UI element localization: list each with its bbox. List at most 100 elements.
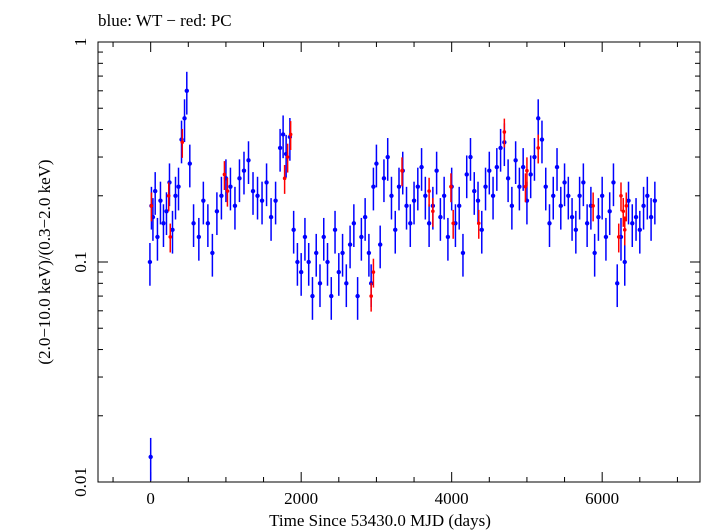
data-point xyxy=(434,168,439,173)
data-point xyxy=(155,234,160,240)
data-point xyxy=(645,193,650,198)
data-point xyxy=(611,180,616,185)
data-point xyxy=(214,209,220,214)
data-point xyxy=(340,250,345,256)
data-point xyxy=(449,184,453,189)
x-axis-label: Time Since 53430.0 MJD (days) xyxy=(269,511,491,530)
data-point xyxy=(596,214,601,220)
data-point xyxy=(566,193,571,198)
data-point xyxy=(445,234,451,240)
data-point xyxy=(505,176,511,181)
y-tick-label: 0.01 xyxy=(71,467,90,497)
data-point xyxy=(626,198,631,203)
data-point xyxy=(513,158,518,163)
data-point xyxy=(427,189,431,193)
data-point xyxy=(630,221,635,226)
data-point xyxy=(148,454,153,460)
data-point xyxy=(543,184,548,189)
y-tick-label: 1 xyxy=(71,38,90,47)
data-point xyxy=(562,180,567,185)
data-point xyxy=(237,176,242,181)
data-point xyxy=(451,221,455,226)
data-point xyxy=(532,154,537,160)
data-point xyxy=(641,203,646,209)
data-point xyxy=(351,221,357,226)
data-point xyxy=(362,214,368,220)
data-point xyxy=(184,88,189,94)
data-point xyxy=(476,221,481,226)
data-point xyxy=(158,198,163,203)
data-point xyxy=(431,209,435,214)
data-point xyxy=(408,221,413,226)
data-point xyxy=(494,164,500,170)
data-point xyxy=(359,234,364,240)
data-point xyxy=(191,221,196,226)
data-point xyxy=(201,198,206,203)
data-point xyxy=(314,250,319,256)
data-point xyxy=(389,193,394,198)
data-point xyxy=(536,116,541,121)
x-tick-label: 2000 xyxy=(284,489,318,508)
data-point xyxy=(264,180,269,185)
data-point xyxy=(622,259,627,265)
data-point xyxy=(490,193,496,198)
data-point xyxy=(329,293,334,299)
data-point xyxy=(554,164,560,170)
data-point xyxy=(228,184,233,189)
data-point xyxy=(355,293,360,299)
data-point xyxy=(385,154,390,160)
data-point xyxy=(344,281,349,286)
data-point xyxy=(622,228,627,232)
data-point xyxy=(232,203,238,209)
data-point xyxy=(336,269,341,275)
data-point xyxy=(288,132,293,137)
data-point xyxy=(332,227,338,233)
data-point xyxy=(187,161,193,166)
data-point xyxy=(603,234,609,240)
data-point xyxy=(302,234,308,240)
data-point xyxy=(441,193,447,198)
data-point xyxy=(161,221,166,226)
data-point xyxy=(310,293,315,299)
data-point xyxy=(509,203,515,209)
data-point xyxy=(536,146,541,150)
data-point xyxy=(381,176,387,181)
x-tick-label: 6000 xyxy=(585,489,619,508)
data-point xyxy=(369,294,373,298)
data-point xyxy=(581,180,586,185)
chart-title: blue: WT − red: PC xyxy=(98,11,232,30)
data-point xyxy=(423,193,428,198)
data-point xyxy=(411,198,417,203)
data-point xyxy=(419,164,424,170)
data-point xyxy=(591,204,595,208)
data-point xyxy=(273,198,278,203)
data-point xyxy=(222,172,227,177)
data-point xyxy=(225,189,230,193)
data-point xyxy=(619,193,623,198)
data-point xyxy=(652,198,658,203)
data-point xyxy=(168,235,173,239)
x-axis-ticks: 0 2000 4000 6000 xyxy=(112,42,678,508)
data-point xyxy=(173,193,178,198)
data-point xyxy=(196,234,202,240)
data-point xyxy=(176,184,181,189)
data-point xyxy=(250,188,256,194)
data-point xyxy=(438,214,443,220)
series-pc xyxy=(149,118,629,312)
data-point xyxy=(291,227,296,233)
data-point xyxy=(616,235,621,239)
data-point xyxy=(210,250,215,256)
data-point xyxy=(525,168,529,173)
data-point xyxy=(306,259,311,265)
data-point xyxy=(498,145,503,151)
y-tick-label: 0.1 xyxy=(71,251,90,272)
data-point xyxy=(285,155,290,159)
data-point xyxy=(648,214,654,220)
data-point xyxy=(393,227,398,233)
data-point xyxy=(464,172,469,177)
data-point xyxy=(277,145,283,151)
data-point xyxy=(615,281,620,286)
data-point xyxy=(624,204,629,208)
data-point xyxy=(182,116,187,121)
